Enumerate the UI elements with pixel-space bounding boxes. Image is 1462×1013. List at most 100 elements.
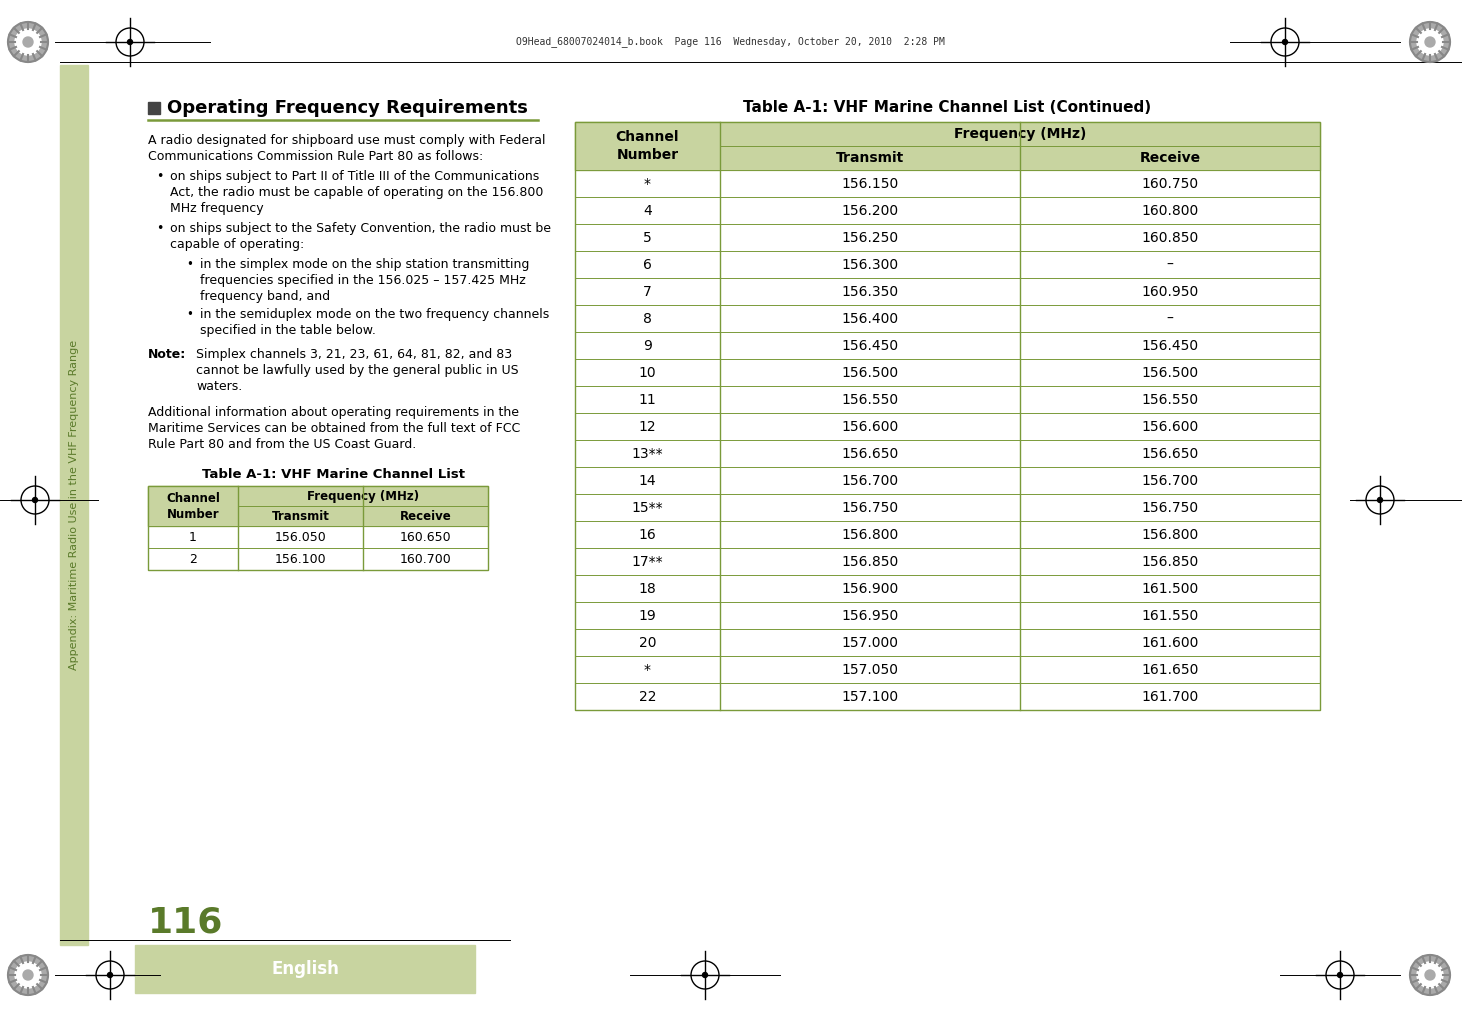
Text: Act, the radio must be capable of operating on the 156.800: Act, the radio must be capable of operat… bbox=[170, 186, 544, 199]
Text: in the simplex mode on the ship station transmitting: in the simplex mode on the ship station … bbox=[200, 258, 529, 271]
Text: 156.750: 156.750 bbox=[1142, 500, 1199, 515]
Text: in the semiduplex mode on the two frequency channels: in the semiduplex mode on the two freque… bbox=[200, 308, 550, 321]
Circle shape bbox=[7, 955, 48, 995]
Text: on ships subject to the Safety Convention, the radio must be: on ships subject to the Safety Conventio… bbox=[170, 222, 551, 235]
Text: 12: 12 bbox=[639, 419, 656, 434]
Text: 156.150: 156.150 bbox=[841, 176, 899, 190]
Bar bbox=[60, 65, 88, 945]
Circle shape bbox=[1282, 40, 1288, 45]
Text: 156.400: 156.400 bbox=[842, 312, 899, 325]
Circle shape bbox=[1409, 955, 1450, 995]
Text: 9: 9 bbox=[643, 338, 652, 353]
Text: Frequency (MHz): Frequency (MHz) bbox=[953, 127, 1086, 141]
Text: Operating Frequency Requirements: Operating Frequency Requirements bbox=[167, 99, 528, 116]
Text: frequency band, and: frequency band, and bbox=[200, 290, 330, 303]
Bar bbox=[575, 122, 1320, 146]
Bar bbox=[148, 486, 238, 526]
Circle shape bbox=[1417, 29, 1443, 55]
Text: 156.750: 156.750 bbox=[842, 500, 899, 515]
Circle shape bbox=[15, 29, 41, 55]
Text: MHz frequency: MHz frequency bbox=[170, 202, 263, 215]
Text: •: • bbox=[186, 308, 193, 321]
Text: 156.200: 156.200 bbox=[842, 204, 899, 218]
Text: Table A-1: VHF Marine Channel List: Table A-1: VHF Marine Channel List bbox=[202, 468, 465, 481]
Text: 156.250: 156.250 bbox=[842, 231, 899, 244]
Text: 14: 14 bbox=[639, 473, 656, 487]
Text: 7: 7 bbox=[643, 285, 652, 299]
Text: *: * bbox=[643, 663, 651, 677]
Text: Channel
Number: Channel Number bbox=[167, 491, 219, 521]
Bar bbox=[148, 102, 159, 114]
Text: Rule Part 80 and from the US Coast Guard.: Rule Part 80 and from the US Coast Guard… bbox=[148, 438, 417, 451]
Text: 161.700: 161.700 bbox=[1142, 690, 1199, 703]
Circle shape bbox=[1425, 37, 1436, 47]
Text: 156.700: 156.700 bbox=[842, 473, 899, 487]
Text: 17**: 17** bbox=[632, 554, 664, 568]
Text: 6: 6 bbox=[643, 257, 652, 271]
Text: 15**: 15** bbox=[632, 500, 664, 515]
Text: Appendix: Maritime Radio Use in the VHF Frequency Range: Appendix: Maritime Radio Use in the VHF … bbox=[69, 340, 79, 670]
Text: 156.700: 156.700 bbox=[1142, 473, 1199, 487]
Text: –: – bbox=[1167, 312, 1174, 325]
Text: 156.500: 156.500 bbox=[1142, 366, 1199, 380]
Text: 2: 2 bbox=[189, 552, 197, 565]
Text: 156.100: 156.100 bbox=[275, 552, 326, 565]
Text: A radio designated for shipboard use must comply with Federal: A radio designated for shipboard use mus… bbox=[148, 134, 545, 147]
Text: 157.050: 157.050 bbox=[842, 663, 899, 677]
Text: 19: 19 bbox=[639, 609, 656, 623]
Circle shape bbox=[1377, 497, 1383, 502]
Text: 157.100: 157.100 bbox=[842, 690, 899, 703]
Circle shape bbox=[1417, 962, 1443, 988]
Text: 1: 1 bbox=[189, 531, 197, 544]
Text: 16: 16 bbox=[639, 528, 656, 542]
Circle shape bbox=[32, 497, 38, 502]
Text: English: English bbox=[270, 960, 339, 978]
Text: Receive: Receive bbox=[1139, 151, 1200, 165]
Text: Communications Commission Rule Part 80 as follows:: Communications Commission Rule Part 80 a… bbox=[148, 150, 484, 163]
Bar bbox=[575, 146, 1320, 170]
Text: on ships subject to Part II of Title III of the Communications: on ships subject to Part II of Title III… bbox=[170, 170, 539, 183]
Text: •: • bbox=[156, 170, 164, 183]
Text: 156.850: 156.850 bbox=[841, 554, 899, 568]
Text: Table A-1: VHF Marine Channel List (Continued): Table A-1: VHF Marine Channel List (Cont… bbox=[744, 100, 1152, 115]
Text: –: – bbox=[1167, 257, 1174, 271]
Bar bbox=[148, 486, 488, 570]
Text: 160.800: 160.800 bbox=[1142, 204, 1199, 218]
Text: 10: 10 bbox=[639, 366, 656, 380]
Text: •: • bbox=[186, 258, 193, 271]
Circle shape bbox=[1338, 972, 1342, 978]
Text: 157.000: 157.000 bbox=[842, 635, 899, 649]
Text: 156.800: 156.800 bbox=[841, 528, 899, 542]
Bar bbox=[135, 945, 475, 993]
Text: 156.850: 156.850 bbox=[1142, 554, 1199, 568]
Text: Transmit: Transmit bbox=[272, 510, 329, 523]
Text: 156.800: 156.800 bbox=[1142, 528, 1199, 542]
Circle shape bbox=[703, 972, 708, 978]
Bar bbox=[575, 122, 719, 170]
Text: 161.650: 161.650 bbox=[1142, 663, 1199, 677]
Text: 160.700: 160.700 bbox=[399, 552, 452, 565]
Text: 156.650: 156.650 bbox=[1142, 447, 1199, 461]
Text: 156.650: 156.650 bbox=[841, 447, 899, 461]
Text: 13**: 13** bbox=[632, 447, 664, 461]
Text: 18: 18 bbox=[639, 581, 656, 596]
Text: 22: 22 bbox=[639, 690, 656, 703]
Bar bbox=[148, 486, 488, 506]
Text: 161.550: 161.550 bbox=[1142, 609, 1199, 623]
Text: 156.600: 156.600 bbox=[1142, 419, 1199, 434]
Text: 156.050: 156.050 bbox=[275, 531, 326, 544]
Text: 160.850: 160.850 bbox=[1142, 231, 1199, 244]
Text: 5: 5 bbox=[643, 231, 652, 244]
Text: 11: 11 bbox=[639, 392, 656, 406]
Text: •: • bbox=[156, 222, 164, 235]
Text: 156.500: 156.500 bbox=[842, 366, 899, 380]
Circle shape bbox=[23, 970, 34, 980]
Text: cannot be lawfully used by the general public in US: cannot be lawfully used by the general p… bbox=[196, 364, 519, 377]
Circle shape bbox=[108, 972, 113, 978]
Text: specified in the table below.: specified in the table below. bbox=[200, 324, 376, 337]
Text: 8: 8 bbox=[643, 312, 652, 325]
Text: 116: 116 bbox=[148, 905, 224, 939]
Text: 160.950: 160.950 bbox=[1142, 285, 1199, 299]
Circle shape bbox=[7, 22, 48, 62]
Text: 156.550: 156.550 bbox=[842, 392, 899, 406]
